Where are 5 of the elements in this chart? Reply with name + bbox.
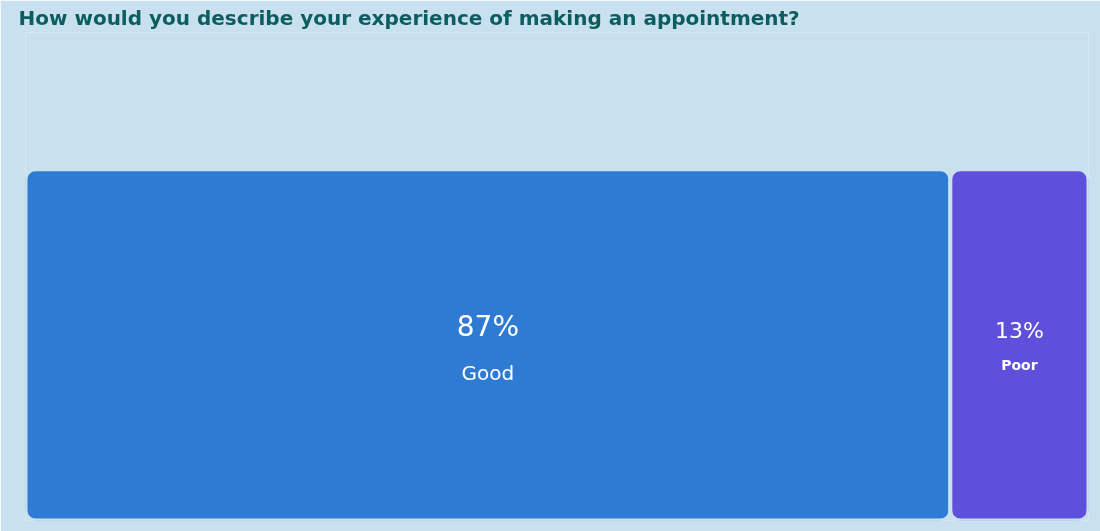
- series-label: Good: [461, 360, 515, 385]
- data-label: 87%: [456, 309, 520, 343]
- data-label: 13%: [994, 317, 1044, 343]
- chart-title: How would you describe your experience of making an appointment?: [18, 5, 800, 30]
- series-label: Poor: [1001, 356, 1038, 373]
